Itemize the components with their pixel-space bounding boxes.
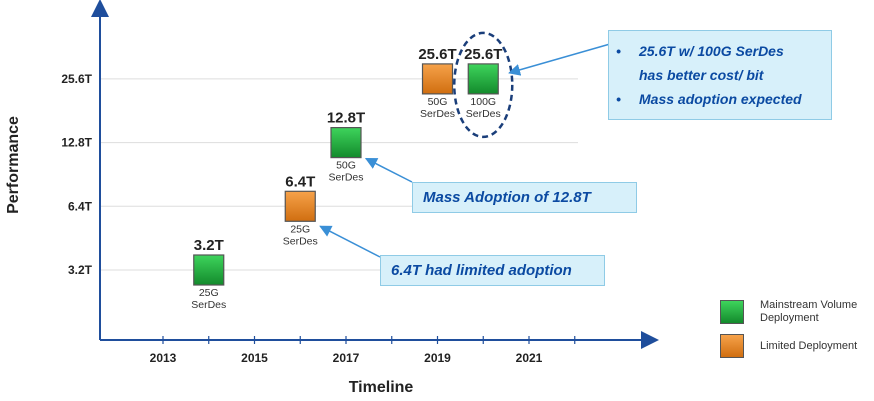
- x-axis-label: Timeline: [349, 379, 414, 396]
- callout-100g-serdes: 25.6T w/ 100G SerDes has better cost/ bi…: [608, 30, 832, 120]
- callout-bottom-arrow: [319, 225, 381, 258]
- serdes-label-3-1: SerDes: [420, 108, 455, 120]
- data-point-2: [330, 126, 362, 159]
- y-tick-label-1: 6.4T: [68, 199, 93, 213]
- data-label-0: 3.2T: [194, 237, 224, 254]
- y-tick-label-0: 3.2T: [68, 263, 93, 277]
- legend-label-mainstream: Mainstream Volume Deployment: [760, 299, 857, 325]
- serdes-label-1-0: 25G: [290, 223, 310, 235]
- data-point-1: [284, 190, 316, 222]
- legend-label-limited-line-1: Limited Deployment: [760, 339, 858, 352]
- legend-label-limited: Limited Deployment: [760, 340, 857, 353]
- serdes-label-0-0: 25G: [199, 287, 219, 299]
- serdes-label-4-1: SerDes: [466, 108, 501, 120]
- data-point-3: [421, 63, 454, 95]
- serdes-label-2-0: 50G: [336, 160, 356, 172]
- serdes-label-3-0: 50G: [428, 96, 448, 108]
- highlight-ring: [453, 31, 514, 139]
- callout-limited-adoption-6-4t: 6.4T had limited adoption: [380, 255, 605, 286]
- data-label-2: 12.8T: [327, 110, 365, 127]
- x-tick-label-3: 2019: [424, 351, 451, 365]
- legend-label-mainstream-line-1: Mainstream Volume: [760, 299, 858, 311]
- data-label-1: 6.4T: [285, 173, 315, 190]
- callout-top-arrow: [508, 43, 611, 76]
- callout-top-line-1: 25.6T w/ 100G SerDes: [609, 39, 831, 63]
- x-tick-label-0: 2013: [150, 351, 177, 365]
- y-tick-label-3: 25.6T: [61, 72, 92, 86]
- x-tick-label-2: 2017: [333, 351, 360, 365]
- legend-item-limited: Limited Deployment: [720, 334, 857, 358]
- serdes-label-4-0: 100G: [470, 96, 496, 108]
- callout-top-line-2: has better cost/ bit: [639, 67, 764, 83]
- callout-top-line-3: Mass adoption expected: [609, 87, 831, 111]
- callout-middle-arrow: [364, 157, 413, 183]
- callout-mass-adoption-12-8t: Mass Adoption of 12.8T: [412, 182, 637, 213]
- serdes-label-1-1: SerDes: [283, 235, 318, 247]
- data-point-4: [467, 63, 499, 95]
- callout-bottom-text: 6.4T had limited adoption: [391, 262, 572, 279]
- callout-middle-text: Mass Adoption of 12.8T: [423, 189, 591, 206]
- serdes-label-2-1: SerDes: [328, 172, 363, 184]
- data-label-4: 25.6T: [464, 46, 502, 63]
- x-tick-label-4: 2021: [516, 351, 543, 365]
- y-tick-label-2: 12.8T: [61, 136, 92, 150]
- y-axis-label: Performance: [5, 116, 22, 214]
- data-label-3: 25.6T: [418, 46, 456, 63]
- legend-swatch-limited: [720, 334, 744, 358]
- legend-swatch-mainstream: [720, 300, 744, 324]
- data-point-0: [193, 254, 225, 286]
- legend-item-mainstream: Mainstream Volume Deployment: [720, 299, 857, 325]
- x-tick-label-1: 2015: [241, 351, 268, 365]
- serdes-label-0-1: SerDes: [191, 299, 226, 311]
- legend-label-mainstream-line-2: Deployment: [760, 312, 819, 324]
